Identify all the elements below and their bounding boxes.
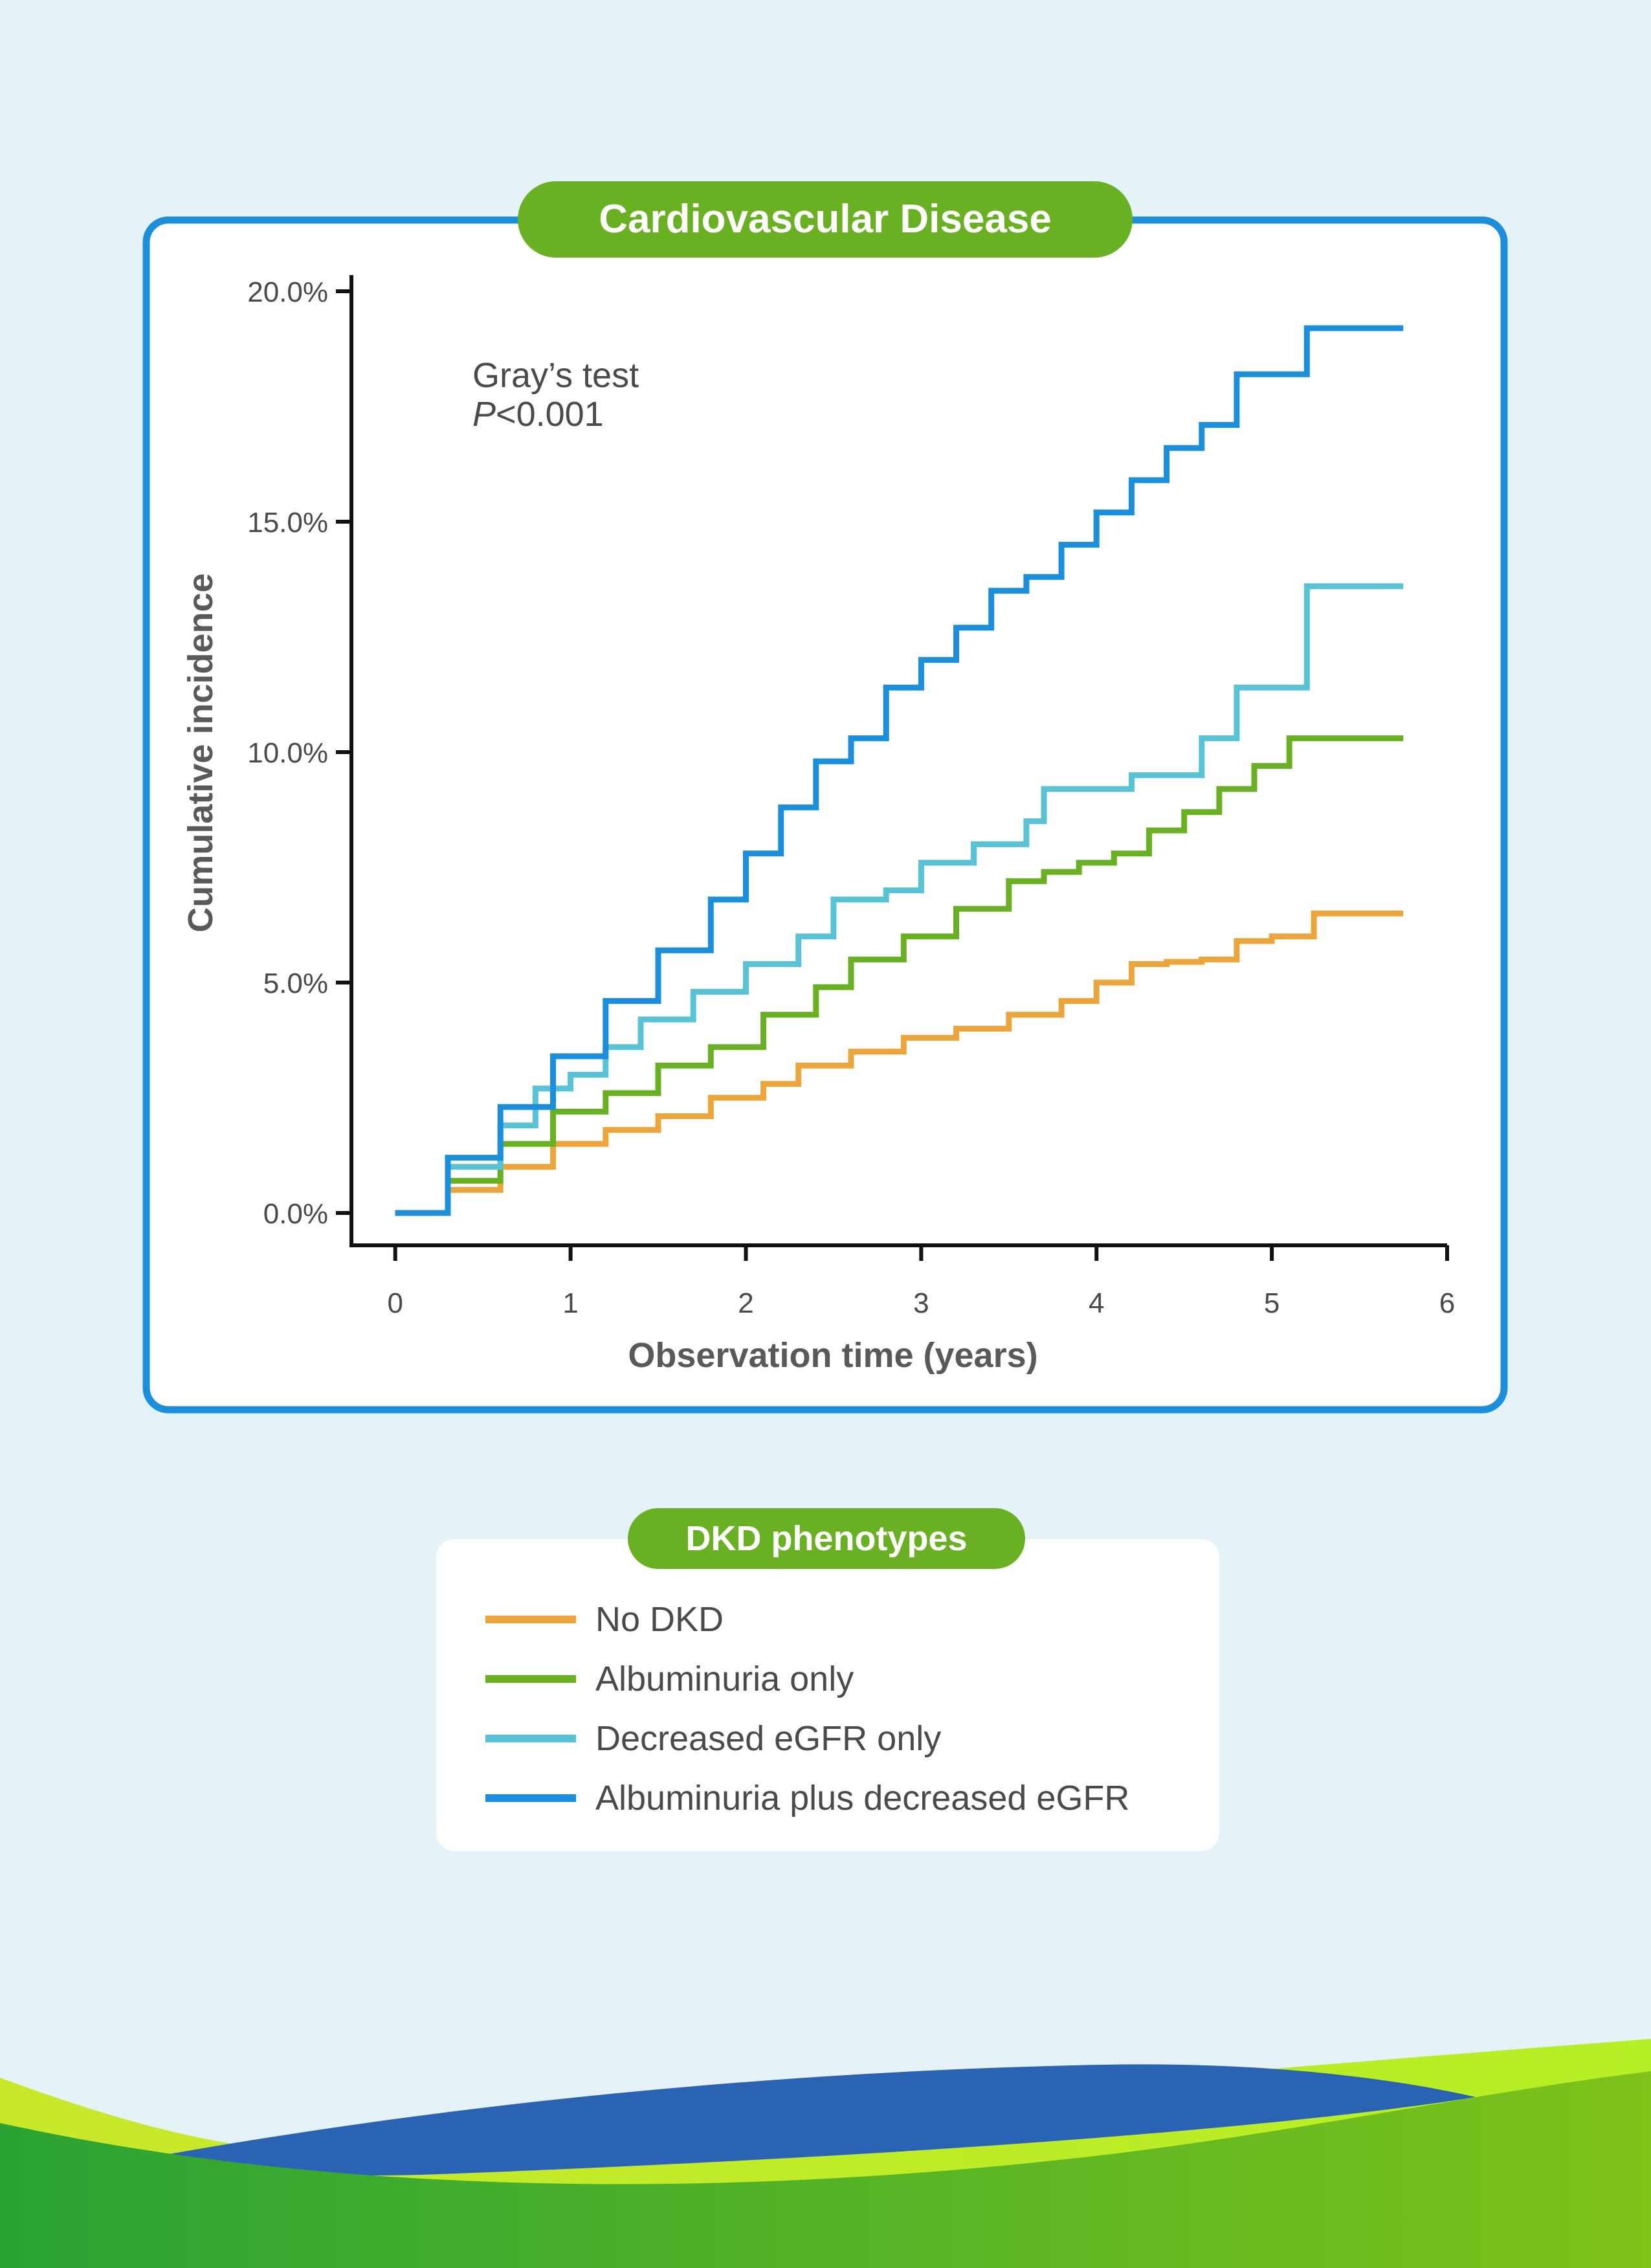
x-tick-label: 0 <box>387 1287 403 1319</box>
series-line-albuminuria-plus-decreased-egfr <box>395 325 1404 1216</box>
x-tick-label: 5 <box>1264 1287 1280 1319</box>
legend-label: Albuminuria plus decreased eGFR <box>595 1779 1130 1818</box>
series-line-albuminuria-only <box>395 735 1404 1216</box>
annotation-p-letter: P <box>472 395 496 434</box>
y-tick-label: 20.0% <box>247 276 328 308</box>
annotation-p-value: P<0.001 <box>472 395 604 434</box>
legend-label: Decreased eGFR only <box>595 1719 942 1758</box>
legend-swatch <box>485 1616 576 1623</box>
annotation-p-number: <0.001 <box>496 395 604 434</box>
legend-title: DKD phenotypes <box>628 1508 1025 1569</box>
x-axis-label: Observation time (years) <box>628 1336 1037 1375</box>
legend-swatch <box>485 1735 576 1742</box>
y-tick-label: 10.0% <box>247 737 328 769</box>
x-tick-label: 1 <box>562 1287 578 1319</box>
annotation-test: Gray’s test <box>472 356 639 395</box>
legend-label: No DKD <box>595 1600 724 1639</box>
x-tick-label: 4 <box>1089 1287 1104 1319</box>
x-tick-label: 2 <box>738 1287 753 1319</box>
y-tick-label: 5.0% <box>263 968 328 999</box>
panel-title: Cardiovascular Disease <box>518 181 1133 258</box>
series-line-no-dkd <box>395 910 1404 1216</box>
wave-blue <box>162 2064 1476 2175</box>
wave-green <box>0 2071 1651 2268</box>
decorative-waves <box>0 2039 1651 2268</box>
y-axis-label: Cumulative incidence <box>181 573 220 932</box>
y-tick-label: 15.0% <box>247 507 328 539</box>
legend-swatch <box>485 1794 576 1802</box>
y-tick-label: 0.0% <box>263 1198 328 1230</box>
legend-label: Albuminuria only <box>595 1660 854 1698</box>
legend-swatch <box>485 1675 576 1683</box>
x-tick-label: 3 <box>913 1287 929 1319</box>
x-tick-label: 6 <box>1439 1287 1455 1319</box>
